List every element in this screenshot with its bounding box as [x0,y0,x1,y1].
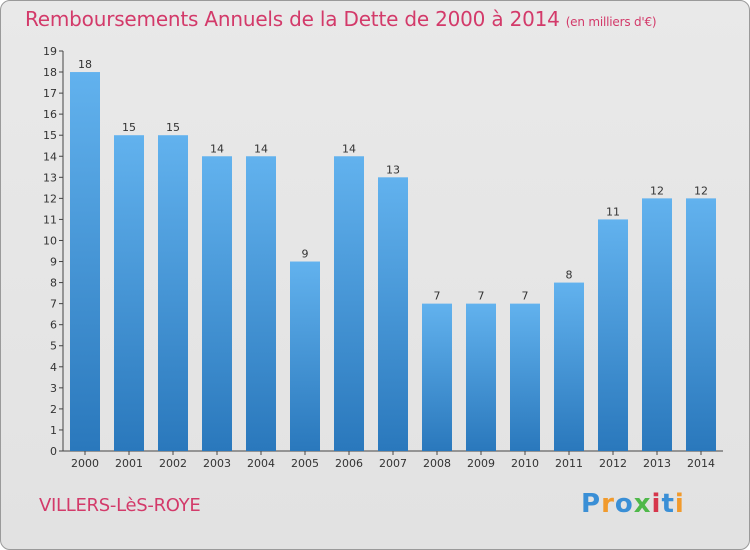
bar-2002[interactable] [158,135,188,452]
commune-name: VILLERS-LèS-ROYE [39,495,201,516]
y-tick-label: 17 [43,87,57,100]
bar-value-label: 18 [78,58,92,71]
bar-value-label: 9 [302,248,309,261]
x-tick-label: 2005 [291,457,319,470]
y-tick-label: 9 [50,256,57,269]
logo-letter: x [633,489,652,519]
bar-value-label: 14 [342,142,356,155]
x-tick-label: 2006 [335,457,363,470]
y-tick-label: 16 [43,108,57,121]
y-tick-label: 19 [43,45,57,58]
bar-value-label: 8 [566,269,573,282]
y-tick-label: 11 [43,213,57,226]
y-tick-label: 5 [50,340,57,353]
y-tick-label: 14 [43,150,57,163]
bar-value-label: 12 [650,184,664,197]
bar-2007[interactable] [378,177,408,451]
bar-2006[interactable] [334,156,364,451]
bar-value-label: 12 [694,184,708,197]
x-tick-label: 2012 [599,457,627,470]
x-tick-label: 2011 [555,457,583,470]
bar-2010[interactable] [510,303,540,451]
y-tick-label: 3 [50,382,57,395]
x-tick-label: 2008 [423,457,451,470]
bar-2011[interactable] [554,282,584,451]
y-tick-label: 2 [50,403,57,416]
proxiti-logo[interactable]: Proxiti [581,489,685,519]
bar-2000[interactable] [70,72,100,451]
x-tick-label: 2010 [511,457,539,470]
bar-value-label: 11 [606,205,620,218]
logo-letter: i [674,489,685,519]
bar-value-label: 15 [166,121,180,134]
y-tick-label: 4 [50,361,57,374]
x-tick-label: 2007 [379,457,407,470]
x-tick-label: 2004 [247,457,275,470]
y-tick-label: 0 [50,445,57,458]
y-tick-label: 7 [50,298,57,311]
y-tick-label: 13 [43,171,57,184]
logo-letter: P [581,489,602,519]
bar-2003[interactable] [202,156,232,451]
chart-title: Remboursements Annuels de la Dette de 20… [25,7,657,31]
bar-value-label: 13 [386,163,400,176]
bar-value-label: 7 [478,290,485,303]
x-tick-label: 2000 [71,457,99,470]
x-tick-label: 2009 [467,457,495,470]
bar-value-label: 7 [434,290,441,303]
bar-2013[interactable] [642,198,672,451]
chart-unit: (en milliers d'€) [565,15,657,29]
logo-letter: i [651,489,662,519]
y-tick-label: 8 [50,277,57,290]
bar-2004[interactable] [246,156,276,451]
logo-letter: t [661,489,675,519]
bar-value-label: 14 [254,142,268,155]
bar-2014[interactable] [686,198,716,451]
y-tick-label: 6 [50,319,57,332]
x-tick-label: 2002 [159,457,187,470]
bar-value-label: 7 [522,290,529,303]
bar-value-label: 15 [122,121,136,134]
x-tick-label: 2014 [687,457,715,470]
x-tick-label: 2013 [643,457,671,470]
bar-2012[interactable] [598,219,628,451]
bar-value-label: 14 [210,142,224,155]
y-tick-label: 15 [43,129,57,142]
y-tick-label: 10 [43,234,57,247]
x-tick-label: 2003 [203,457,231,470]
bar-2008[interactable] [422,303,452,451]
bar-2009[interactable] [466,303,496,451]
y-tick-label: 18 [43,66,57,79]
bar-2005[interactable] [290,261,320,451]
y-tick-label: 1 [50,424,57,437]
logo-letter: r [601,489,615,519]
logo-letter: o [614,489,634,519]
x-tick-label: 2001 [115,457,143,470]
y-tick-label: 12 [43,192,57,205]
chart-title-text: Remboursements Annuels de la Dette de 20… [25,7,560,31]
bar-2001[interactable] [114,135,144,452]
